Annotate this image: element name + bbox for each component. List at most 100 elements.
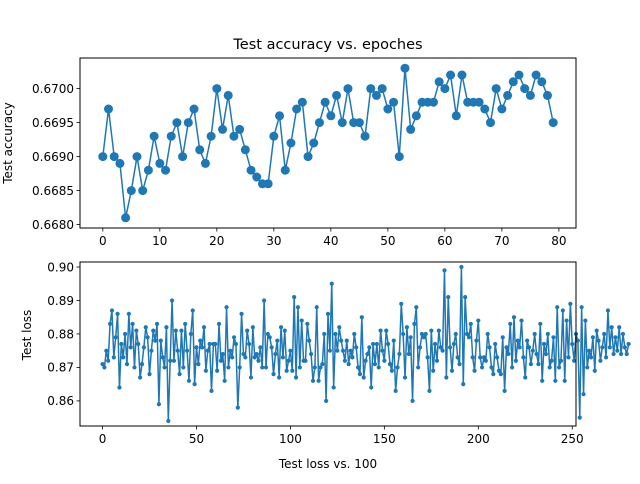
loss-data-point bbox=[432, 341, 438, 347]
loss-data-point bbox=[402, 375, 408, 380]
loss-data-point bbox=[615, 348, 620, 353]
loss-data-point bbox=[555, 305, 560, 310]
loss-data-point bbox=[254, 351, 259, 357]
accuracy-x-tick-label: 0 bbox=[99, 234, 107, 248]
accuracy-axis-ticks: 0 10 20 30 40 50 60 70 80 0.6680 0.6685 0.6690 0.669… bbox=[32, 82, 567, 248]
loss-y-tick-label: 0.86 bbox=[47, 394, 74, 408]
accuracy-x-tick-label: 80 bbox=[551, 234, 566, 248]
loss-data-point bbox=[256, 358, 261, 363]
loss-data-point bbox=[277, 375, 282, 380]
loss-data-point bbox=[173, 328, 178, 333]
loss-data-point bbox=[201, 325, 207, 330]
loss-data-point bbox=[479, 365, 485, 370]
loss-data-point bbox=[545, 331, 550, 337]
loss-data-point bbox=[138, 375, 143, 380]
loss-data-point bbox=[239, 311, 244, 316]
loss-data-point bbox=[528, 361, 534, 367]
loss-data-point bbox=[547, 365, 552, 370]
loss-data-point bbox=[288, 348, 293, 353]
loss-data-point bbox=[352, 331, 357, 337]
loss-data-point bbox=[100, 361, 105, 367]
loss-data-point bbox=[498, 372, 503, 377]
accuracy-data-point bbox=[320, 97, 330, 107]
loss-data-point bbox=[590, 335, 596, 340]
loss-data-point bbox=[316, 378, 321, 383]
loss-data-point bbox=[169, 298, 175, 303]
loss-data-point bbox=[602, 331, 607, 337]
loss-data-point bbox=[215, 368, 220, 373]
loss-data-point bbox=[389, 368, 394, 373]
accuracy-chart: Test accuracy vs. epoches Test accuracy … bbox=[1, 37, 577, 248]
accuracy-data-point bbox=[542, 90, 552, 100]
accuracy-data-point bbox=[98, 152, 108, 162]
accuracy-x-tick-label: 20 bbox=[209, 234, 224, 248]
loss-data-point bbox=[318, 365, 323, 370]
loss-data-point bbox=[540, 378, 545, 383]
loss-data-point bbox=[145, 335, 150, 340]
loss-data-point bbox=[184, 348, 190, 353]
loss-data-point bbox=[526, 345, 532, 350]
accuracy-data-point bbox=[389, 97, 399, 107]
accuracy-data-point bbox=[206, 131, 216, 141]
loss-plot-frame bbox=[79, 261, 577, 427]
loss-data-point bbox=[605, 308, 611, 313]
accuracy-x-tick-label: 30 bbox=[266, 234, 281, 248]
accuracy-data-point bbox=[200, 158, 210, 168]
accuracy-data-point bbox=[115, 158, 125, 168]
loss-data-point bbox=[408, 335, 413, 340]
loss-data-point bbox=[365, 351, 370, 357]
accuracy-data-point bbox=[337, 118, 347, 128]
loss-data-point bbox=[122, 331, 128, 337]
loss-data-point bbox=[151, 328, 156, 333]
loss-data-point bbox=[404, 325, 410, 330]
loss-data-point bbox=[269, 345, 274, 350]
loss-data-point bbox=[617, 325, 622, 330]
loss-data-point bbox=[335, 348, 340, 353]
loss-data-point bbox=[459, 264, 464, 270]
accuracy-series bbox=[98, 63, 558, 223]
loss-axis-ticks: 0 50 100 150 200 250 0.86 0.87 0.88 0.89 0.90 bbox=[47, 260, 583, 446]
loss-data-point bbox=[387, 361, 393, 367]
loss-data-point bbox=[510, 365, 515, 370]
loss-data-point bbox=[224, 305, 229, 310]
loss-data-point bbox=[472, 368, 477, 373]
loss-data-point bbox=[592, 368, 597, 373]
loss-data-point bbox=[218, 358, 224, 363]
loss-data-point bbox=[168, 358, 173, 363]
loss-data-point bbox=[457, 361, 462, 367]
loss-data-point bbox=[275, 338, 280, 343]
loss-data-point bbox=[446, 295, 451, 300]
accuracy-data-point bbox=[275, 111, 285, 121]
accuracy-data-point bbox=[520, 84, 530, 94]
loss-data-point bbox=[416, 365, 421, 370]
accuracy-data-point bbox=[451, 111, 461, 121]
accuracy-data-point bbox=[126, 186, 136, 196]
accuracy-data-point bbox=[491, 84, 501, 94]
loss-data-point bbox=[515, 338, 520, 343]
loss-data-point bbox=[198, 338, 203, 343]
loss-data-point bbox=[222, 378, 227, 383]
loss-data-point bbox=[271, 372, 276, 377]
loss-data-point bbox=[128, 345, 133, 350]
loss-data-point bbox=[532, 331, 537, 337]
loss-data-point bbox=[293, 375, 299, 380]
loss-data-point bbox=[384, 328, 389, 333]
accuracy-data-point bbox=[269, 131, 279, 141]
loss-data-point bbox=[243, 355, 248, 360]
loss-data-point bbox=[357, 372, 363, 377]
loss-data-point bbox=[164, 325, 169, 330]
loss-data-point bbox=[536, 361, 541, 367]
loss-data-point bbox=[564, 318, 569, 323]
accuracy-data-point bbox=[138, 186, 148, 196]
loss-data-point bbox=[556, 365, 562, 370]
loss-data-point bbox=[220, 351, 225, 357]
accuracy-data-point bbox=[503, 90, 513, 100]
accuracy-data-point bbox=[343, 84, 353, 94]
loss-y-tick-label: 0.90 bbox=[47, 260, 74, 274]
loss-data-point bbox=[280, 355, 286, 360]
loss-data-point bbox=[209, 388, 214, 393]
accuracy-data-point bbox=[446, 70, 456, 80]
accuracy-data-point bbox=[263, 179, 273, 189]
accuracy-data-point bbox=[212, 84, 222, 94]
loss-y-tick-label: 0.88 bbox=[47, 327, 74, 341]
